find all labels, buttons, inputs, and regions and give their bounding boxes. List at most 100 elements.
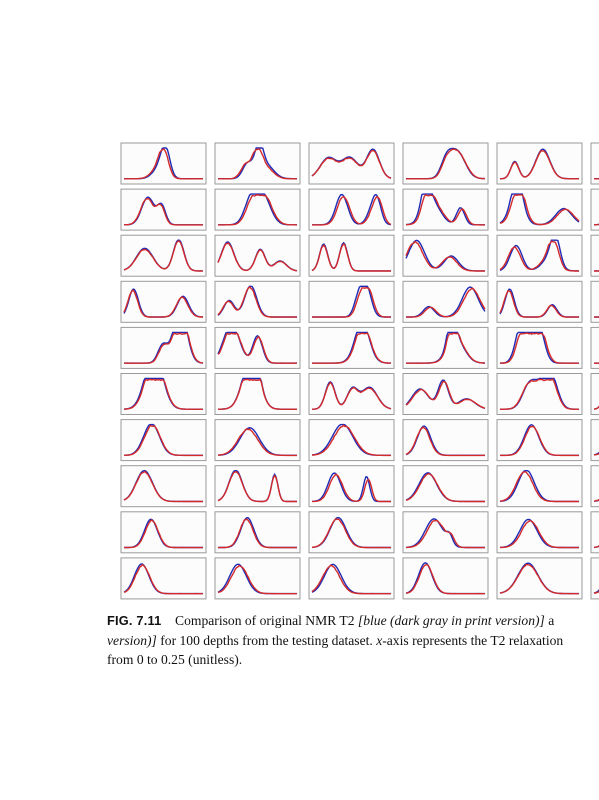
predicted-curve <box>217 286 297 318</box>
predicted-curve <box>311 381 392 410</box>
predicted-curve <box>406 519 485 549</box>
subplot-panel <box>120 511 207 554</box>
subplot-frame <box>402 465 489 508</box>
predicted-curve <box>312 424 391 457</box>
subplot-panel <box>308 557 395 600</box>
figure-label: FIG. 7.11 <box>107 613 162 628</box>
subplot-panel <box>590 511 599 554</box>
subplot-panel <box>120 280 207 323</box>
subplot-frame <box>120 280 207 323</box>
subplot-panel <box>214 326 301 369</box>
subplot-panel <box>308 280 395 323</box>
subplot-panel <box>496 142 583 185</box>
subplot-panel <box>120 557 207 600</box>
subplot-panel <box>402 373 489 415</box>
subplot-panel <box>590 419 599 462</box>
caption-line-2: version)] for 100 depths from the testin… <box>107 631 599 651</box>
original-curve <box>405 193 485 226</box>
subplot-panel <box>496 373 583 415</box>
subplot-panel <box>590 373 599 415</box>
subplot-panel <box>214 280 301 323</box>
predicted-curve <box>218 518 297 549</box>
subplot-frame <box>308 188 395 231</box>
subplot-panel <box>308 511 395 554</box>
subplot-panel <box>120 188 207 231</box>
predicted-curve <box>499 289 580 318</box>
predicted-curve <box>218 194 297 226</box>
subplot-frame <box>402 419 489 462</box>
subplot-panel <box>496 188 583 231</box>
predicted-curve <box>499 194 580 226</box>
subplot-frame <box>590 326 599 369</box>
subplot-frame <box>590 557 599 600</box>
predicted-curve <box>311 518 391 549</box>
subplot-panel <box>496 326 583 369</box>
subplot-panel <box>496 465 583 508</box>
predicted-curve <box>499 563 579 595</box>
subplot-panel <box>214 465 301 508</box>
subplot-panel <box>308 373 395 415</box>
subplot-panel <box>590 280 599 323</box>
figure-caption: FIG. 7.11 Comparison of original NMR T2 … <box>107 611 599 670</box>
subplot-frame <box>590 419 599 462</box>
subplot-panel <box>214 511 301 554</box>
predicted-curve <box>311 149 392 179</box>
caption-line-3: from 0 to 0.25 (unitless). <box>107 650 599 670</box>
subplot-frame <box>214 234 301 277</box>
subplot-panel <box>214 557 301 600</box>
subplot-frame <box>590 465 599 508</box>
subplot-frame <box>590 373 599 415</box>
predicted-curve <box>311 242 391 272</box>
subplot-frame <box>308 511 395 554</box>
subplot-panel <box>120 419 207 462</box>
predicted-curve <box>217 332 298 364</box>
predicted-curve <box>124 197 203 226</box>
subplot-panel <box>308 188 395 231</box>
predicted-curve <box>405 380 486 409</box>
subplot-panel <box>496 234 583 277</box>
caption-line-1: FIG. 7.11 Comparison of original NMR T2 … <box>107 611 599 631</box>
subplot-frame <box>214 557 301 600</box>
subplot-panel <box>590 326 599 369</box>
subplot-frame <box>590 280 599 323</box>
predicted-curve <box>405 473 485 503</box>
predicted-curve <box>499 332 579 364</box>
subplot-panel <box>308 419 395 462</box>
subplot-frame <box>214 188 301 231</box>
predicted-curve <box>311 286 391 318</box>
predicted-curve <box>124 519 203 549</box>
predicted-curve <box>499 425 579 457</box>
subplot-frame <box>214 465 301 508</box>
subplot-panel <box>214 142 301 185</box>
subplot-panel <box>308 142 395 185</box>
predicted-curve <box>217 242 298 272</box>
subplot-frame <box>496 465 583 508</box>
subplot-panel <box>402 142 489 185</box>
predicted-curve <box>406 287 486 318</box>
subplot-panel <box>120 326 207 369</box>
predicted-curve <box>499 519 579 549</box>
subplot-frame <box>402 142 489 185</box>
subplot-panel <box>496 280 583 323</box>
subplot-frame <box>120 419 207 462</box>
predicted-curve <box>405 240 485 272</box>
subplot-frame <box>590 188 599 231</box>
subplot-panel <box>402 465 489 508</box>
subplot-panel <box>402 188 489 231</box>
predicted-curve <box>500 149 579 180</box>
subplot-panel <box>214 234 301 277</box>
subplot-panel <box>120 465 207 508</box>
caption-text-2: for 100 depths from the testing dataset. <box>160 632 373 648</box>
subplot-panel <box>402 511 489 554</box>
subplot-panel <box>120 142 207 185</box>
subplot-panel <box>402 326 489 369</box>
subplot-frame <box>402 511 489 554</box>
caption-text-3: from 0 to 0.25 (unitless). <box>107 652 243 667</box>
predicted-curve <box>218 148 297 180</box>
subplot-frame <box>402 234 489 277</box>
subplot-panel <box>214 373 301 415</box>
subplot-panel <box>496 419 583 462</box>
subplot-panel <box>214 188 301 231</box>
predicted-curve <box>312 196 392 226</box>
